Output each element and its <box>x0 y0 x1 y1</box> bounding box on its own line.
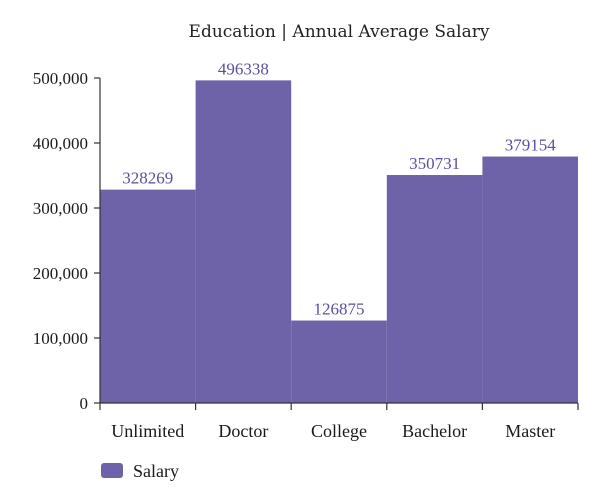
y-tick-label: 300,000 <box>33 199 88 218</box>
y-tick-label: 0 <box>80 394 89 413</box>
data-label-doctor: 496338 <box>218 59 269 78</box>
data-label-unlimited: 328269 <box>122 169 173 188</box>
chart-title: Education | Annual Average Salary <box>189 22 490 42</box>
data-label-master: 379154 <box>505 136 557 155</box>
legend: Salary <box>101 461 179 481</box>
y-tick-label: 100,000 <box>33 329 88 348</box>
data-labels-group: 328269 496338 126875 350731 379154 <box>122 59 556 318</box>
legend-swatch-salary <box>101 463 123 478</box>
bar-master <box>482 156 578 403</box>
bar-college <box>291 320 387 403</box>
x-tick-label-master: Master <box>505 421 555 441</box>
x-tick-label-unlimited: Unlimited <box>111 421 184 441</box>
y-tick-label: 200,000 <box>33 264 88 283</box>
data-label-bachelor: 350731 <box>409 154 460 173</box>
x-axis: Unlimited Doctor College Bachelor Master <box>99 402 579 441</box>
y-axis: 0 100,000 200,000 300,000 400,000 500,000 <box>33 69 101 413</box>
y-tick-label: 500,000 <box>33 69 88 88</box>
x-tick-label-college: College <box>311 421 367 441</box>
x-tick-label-doctor: Doctor <box>218 421 268 441</box>
y-tick-label: 400,000 <box>33 134 88 153</box>
bars-group <box>100 80 578 403</box>
x-tick-label-bachelor: Bachelor <box>402 421 467 441</box>
data-label-college: 126875 <box>314 300 365 319</box>
bar-doctor <box>195 80 292 403</box>
bar-bachelor <box>386 175 483 403</box>
bar-unlimited <box>100 189 196 403</box>
legend-label-salary: Salary <box>133 461 179 481</box>
